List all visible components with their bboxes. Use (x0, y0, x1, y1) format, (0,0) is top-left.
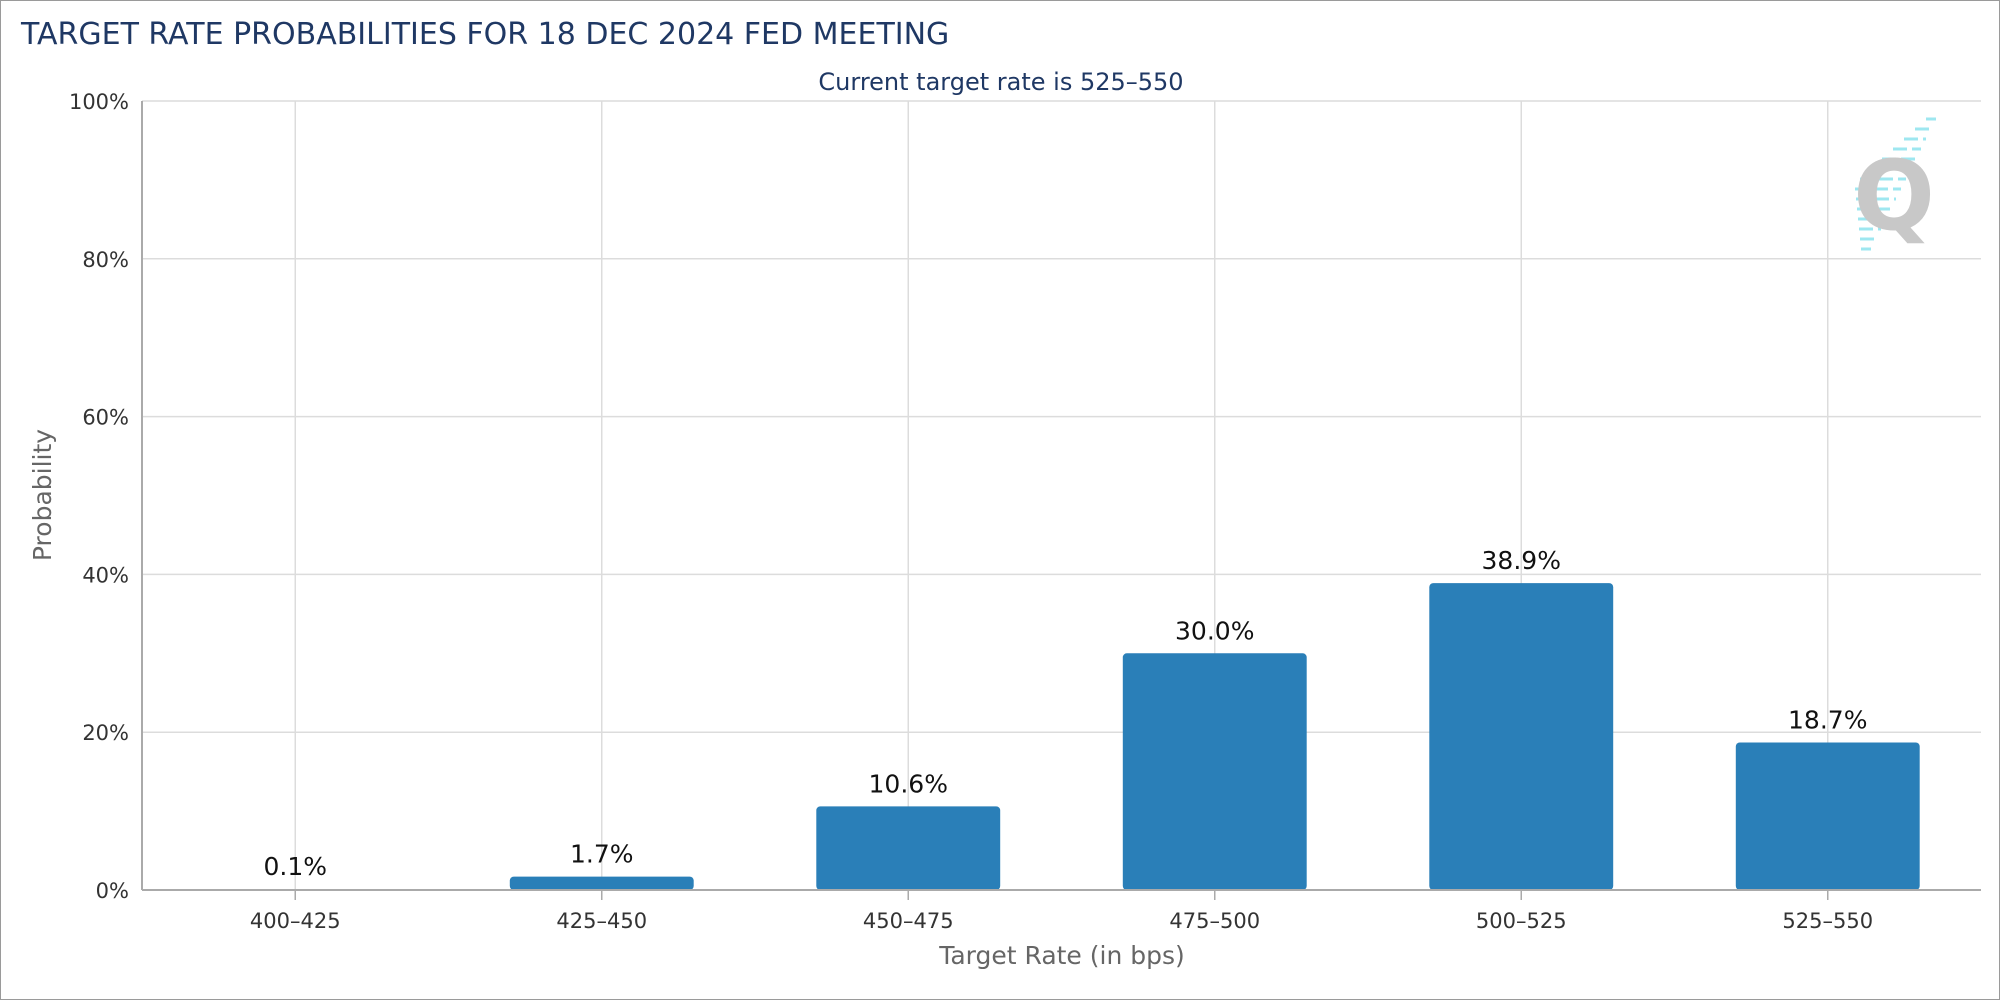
q-logo: Q (1853, 117, 1936, 252)
axis-layer: 0% 20% 40% 60% 80% 100% 400–425 425–450 450–475 4… (69, 90, 1981, 933)
y-tick-label: 0% (96, 879, 129, 903)
y-tick-label: 100% (69, 90, 129, 114)
y-tick-label: 60% (82, 406, 129, 430)
bar-data-label: 18.7% (1788, 705, 1867, 734)
logo-q-letter: Q (1853, 140, 1935, 252)
chart-title: TARGET RATE PROBABILITIES FOR 18 DEC 202… (20, 17, 949, 52)
x-tick-label: 475–500 (1169, 909, 1260, 933)
bar-525-550[interactable] (1735, 742, 1920, 890)
x-tick-label: 450–475 (863, 909, 954, 933)
x-tick-label: 400–425 (250, 909, 341, 933)
x-tick-label: 525–550 (1782, 909, 1873, 933)
y-tick-label: 20% (82, 721, 129, 745)
bar-data-label: 1.7% (570, 840, 634, 869)
bars-layer (203, 583, 1920, 890)
data-labels-layer: 0.1% 1.7% 10.6% 30.0% 38.9% 18.7% (263, 546, 1867, 881)
bar-425-450[interactable] (509, 876, 694, 890)
y-axis-label: Probability (28, 429, 57, 561)
chart-subtitle: Current target rate is 525–550 (818, 68, 1183, 96)
grid-layer (142, 100, 1981, 890)
bar-450-475[interactable] (816, 806, 1001, 890)
x-tick-label: 425–450 (556, 909, 647, 933)
bar-data-label: 10.6% (869, 769, 948, 798)
logo-speed-lines (1855, 117, 1936, 251)
x-tick-label: 500–525 (1476, 909, 1567, 933)
bar-475-500[interactable] (1122, 653, 1307, 890)
y-tick-label: 40% (82, 563, 129, 587)
bar-500-525[interactable] (1429, 583, 1614, 890)
x-axis-label: Target Rate (in bps) (938, 941, 1185, 970)
bar-data-label: 0.1% (263, 852, 327, 881)
bar-data-label: 38.9% (1482, 546, 1561, 575)
bar-data-label: 30.0% (1175, 616, 1254, 645)
y-tick-label: 80% (82, 248, 129, 272)
